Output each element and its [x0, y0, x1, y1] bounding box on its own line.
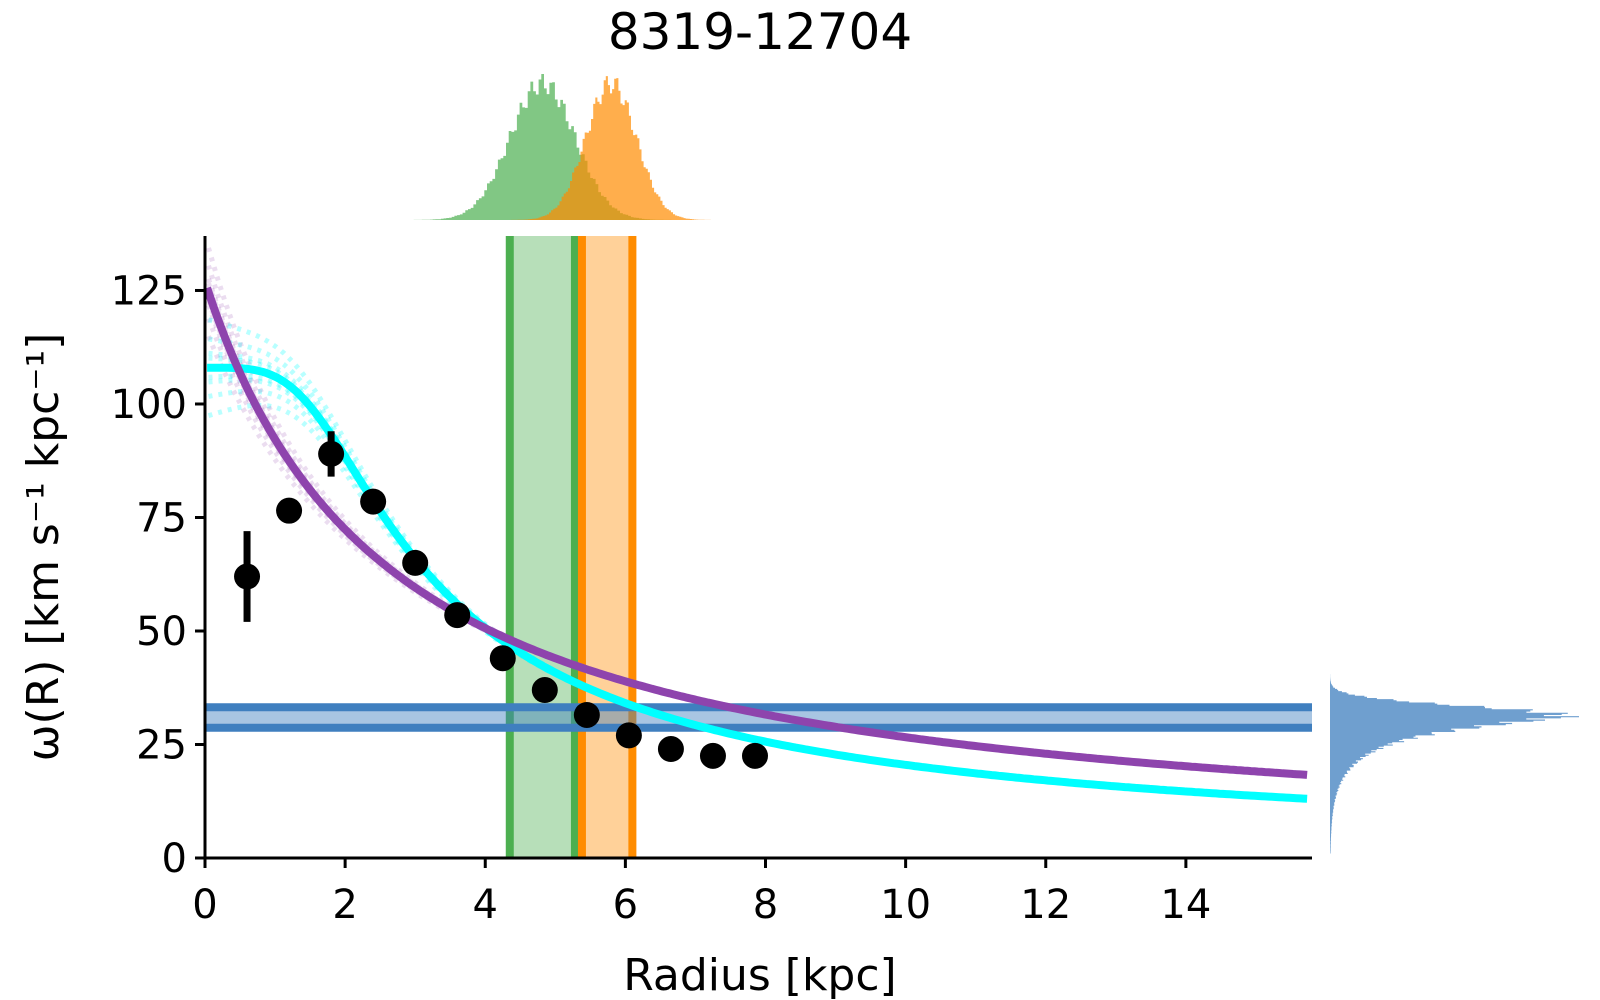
y-axis-label: ω(R) [km s⁻¹ kpc⁻¹]	[18, 333, 69, 762]
corotation-bands	[505, 236, 637, 858]
x-tick-label: 4	[473, 882, 498, 928]
purple-sample-curve	[206, 264, 764, 717]
x-tick-label: 2	[332, 882, 357, 928]
data-point	[444, 602, 471, 629]
y-tick-label: 100	[111, 382, 187, 428]
model-samples	[206, 247, 764, 744]
x-tick-label: 10	[880, 882, 931, 928]
pattern-speed-band	[205, 703, 1312, 732]
corotation-band-green	[509, 236, 575, 858]
data-point	[402, 549, 429, 576]
x-tick-label: 12	[1020, 882, 1071, 928]
cyan-sample-curve	[208, 377, 764, 744]
data-point	[234, 563, 261, 590]
y-tick-label: 50	[136, 609, 187, 655]
data-point	[741, 742, 768, 769]
purple-sample-curve	[206, 317, 764, 717]
pattern-speed-histogram	[1330, 579, 1579, 854]
purple-sample-curve	[206, 247, 764, 717]
y-tick-label: 125	[111, 268, 187, 314]
corotation-histograms	[411, 74, 711, 220]
y-tick-label: 75	[136, 495, 187, 541]
data-point	[360, 488, 387, 515]
cyan-model-curve	[207, 363, 1308, 803]
observed-points	[234, 431, 768, 769]
pattern-speed-histogram-bars	[1330, 579, 1579, 854]
data-point	[489, 645, 516, 672]
pattern-speed-band-fill	[205, 707, 1312, 728]
y-tick-label: 0	[162, 836, 187, 882]
x-tick-label: 6	[613, 882, 638, 928]
x-tick-label: 0	[192, 882, 217, 928]
corotation-histogram-green	[411, 74, 672, 220]
x-axis-label: Radius [kpc]	[623, 950, 896, 1000]
model-curves	[203, 286, 1308, 803]
y-tick-label: 25	[136, 722, 187, 768]
purple-model-curve	[203, 286, 1308, 779]
purple-sample-curve	[206, 278, 764, 717]
data-point	[657, 736, 684, 763]
corotation-histogram-orange	[509, 76, 711, 220]
y-ticks: 0 25 50 75 100 125	[111, 268, 205, 882]
data-point	[573, 701, 600, 728]
corotation-band-orange	[581, 236, 633, 858]
data-point	[615, 722, 642, 749]
purple-sample-curve	[206, 335, 764, 717]
data-point	[276, 497, 303, 524]
chart-title: 8319-12704	[608, 3, 912, 61]
cyan-sample-curve	[207, 402, 764, 744]
x-tick-label: 8	[753, 882, 778, 928]
cyan-sample-curve	[208, 350, 764, 744]
cyan-sample-curve	[208, 355, 764, 744]
x-ticks: 0 2 4 6 8 10 12 14	[192, 858, 1211, 928]
data-point	[699, 742, 726, 769]
data-point	[318, 440, 345, 467]
data-point	[531, 677, 558, 704]
cyan-sample-curve	[208, 373, 764, 744]
x-tick-label: 14	[1160, 882, 1211, 928]
cyan-sample-curve	[208, 336, 764, 744]
